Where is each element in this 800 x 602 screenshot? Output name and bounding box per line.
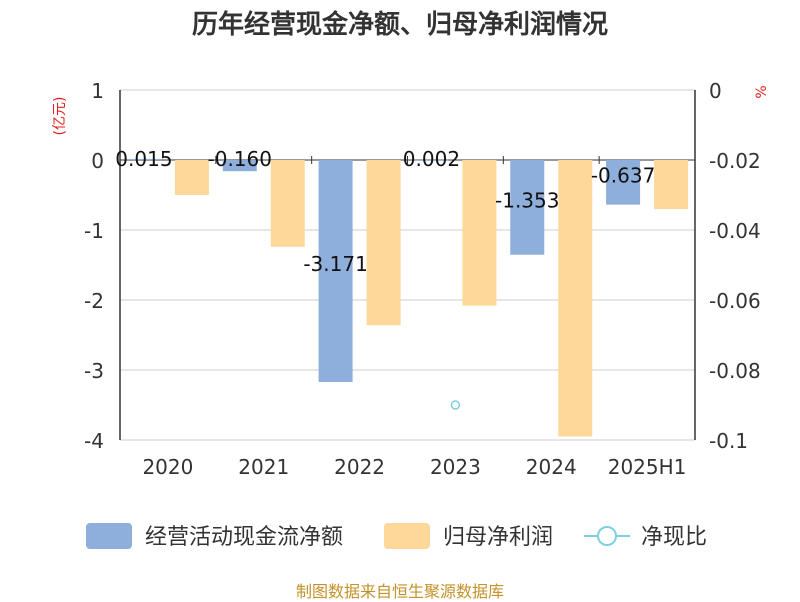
bar-net-profit <box>366 160 401 326</box>
bar-operating-cashflow <box>510 160 545 255</box>
x-tick-label: 2020 <box>142 455 193 479</box>
data-label: 0.002 <box>403 147 460 171</box>
source-note: 制图数据来自恒生聚源数据库 <box>295 582 504 601</box>
legend-label: 净现比 <box>641 525 707 550</box>
y-right-tick-label: -0.1 <box>709 429 748 453</box>
x-tick-label: 2023 <box>430 455 481 479</box>
x-tick-label: 2022 <box>334 455 385 479</box>
bar-operating-cashflow <box>222 160 257 172</box>
y-right-tick-label: -0.04 <box>709 219 761 243</box>
y-left-tick-label: -3 <box>84 359 104 383</box>
legend-label: 归母净利润 <box>443 525 553 550</box>
bar-operating-cashflow <box>606 160 641 205</box>
x-tick-label: 2025H1 <box>608 455 687 479</box>
legend-swatch-operating-cashflow <box>86 523 132 549</box>
x-tick-label: 2021 <box>238 455 289 479</box>
y-left-tick-label: -4 <box>84 429 104 453</box>
bar-net-profit <box>558 160 593 437</box>
bar-operating-cashflow <box>414 159 449 161</box>
data-label: -0.637 <box>591 163 655 187</box>
x-tick-label: 2024 <box>526 455 577 479</box>
y-right-tick-label: -0.08 <box>709 359 761 383</box>
bar-operating-cashflow <box>126 158 161 160</box>
y-left-unit-label: (亿元) <box>52 97 68 136</box>
y-right-tick-label: 0 <box>709 79 722 103</box>
chart-title: 历年经营现金净额、归母净利润情况 <box>191 10 608 40</box>
y-left-tick-label: -2 <box>84 289 104 313</box>
y-left-tick-label: 1 <box>91 79 104 103</box>
data-label: 0.015 <box>115 147 172 171</box>
bar-net-profit <box>270 160 305 247</box>
legend-marker-cash-ratio <box>597 526 617 546</box>
y-left-tick-label: -1 <box>84 219 104 243</box>
data-label: -0.160 <box>208 147 272 171</box>
point-cash-ratio <box>450 400 461 410</box>
y-right-tick-label: -0.06 <box>709 289 761 313</box>
bar-net-profit <box>654 160 689 209</box>
data-label: -3.171 <box>303 252 367 276</box>
y-left-tick-label: 0 <box>91 149 104 173</box>
legend-label: 经营活动现金流净额 <box>145 525 343 550</box>
y-right-tick-label: -0.02 <box>709 149 761 173</box>
bar-net-profit <box>462 160 497 306</box>
bar-net-profit <box>174 160 209 195</box>
legend-swatch-net-profit <box>384 523 430 549</box>
y-right-unit-label: % <box>754 85 770 98</box>
data-label: -1.353 <box>495 188 559 212</box>
bar-operating-cashflow <box>318 160 353 382</box>
